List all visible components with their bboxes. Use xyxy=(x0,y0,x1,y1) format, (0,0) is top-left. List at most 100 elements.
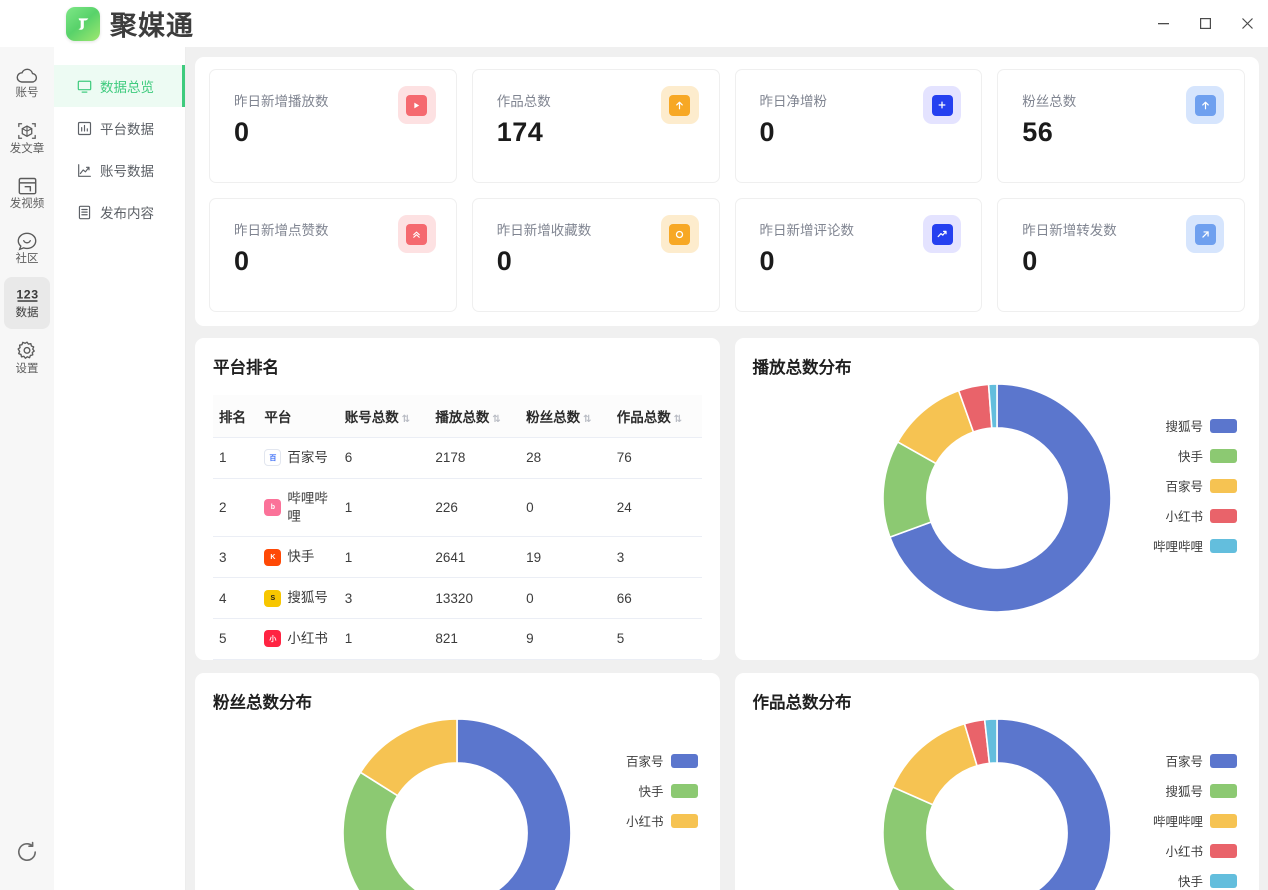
th-works[interactable]: 作品总数 ⇅ xyxy=(610,395,702,438)
chart-title: 作品总数分布 xyxy=(752,694,852,712)
rail-label: 发视频 xyxy=(9,197,45,210)
subnav-label: 发布内容 xyxy=(100,206,154,221)
cell-works: 3 xyxy=(610,536,702,579)
legend-label: 哔哩哔哩 xyxy=(1152,815,1203,829)
bar-chart-icon xyxy=(76,120,92,136)
th-rank: 排名 xyxy=(213,395,259,438)
donut-slice[interactable] xyxy=(456,718,572,890)
kpi-label: 昨日新增点赞数 xyxy=(234,223,329,238)
kpi-value: 56 xyxy=(1022,117,1054,147)
legend-item[interactable]: 快手 xyxy=(638,781,698,800)
cell-rank: 4 xyxy=(213,577,259,620)
subnav-label: 平台数据 xyxy=(100,122,154,137)
monitor-icon xyxy=(76,78,92,94)
legend-item[interactable]: 百家号 xyxy=(626,751,698,770)
cube-frame-icon xyxy=(16,121,38,141)
platform-name: 小红书 xyxy=(287,631,328,647)
th-plays[interactable]: 播放总数 ⇅ xyxy=(429,395,521,438)
legend-item[interactable]: 快手 xyxy=(1178,446,1237,465)
close-button[interactable] xyxy=(1226,5,1268,43)
app-logo-icon xyxy=(66,6,100,41)
legend-item[interactable]: 快手 xyxy=(1178,871,1237,890)
kpi-value: 0 xyxy=(1022,246,1038,276)
charts-row-1: 平台排名 排名 平台 账号总数 ⇅ 播放总数 ⇅ 粉丝总数 ⇅ 作品总数 ⇅ xyxy=(195,338,1259,660)
cell-accounts: 1 xyxy=(338,618,430,660)
subnav-label: 数据总览 xyxy=(100,80,154,95)
subnav-item-data-overview[interactable]: 数据总览 xyxy=(54,65,185,107)
rail-label: 发文章 xyxy=(9,142,45,155)
kpi-value: 0 xyxy=(759,246,776,276)
cloud-icon xyxy=(15,67,39,85)
legend-item[interactable]: 百家号 xyxy=(1165,751,1237,770)
rail-item-community[interactable]: 社区 xyxy=(4,222,50,274)
legend-item[interactable]: 百家号 xyxy=(1165,476,1237,495)
subnav-item-platform-data[interactable]: 平台数据 xyxy=(54,107,185,149)
plays-distribution-card: 播放总数分布 搜狐号 快手 百家号 小红书 哔哩哔哩 xyxy=(734,338,1259,660)
rail-item-post-article[interactable]: 发文章 xyxy=(4,112,50,164)
table-header-row: 排名 平台 账号总数 ⇅ 播放总数 ⇅ 粉丝总数 ⇅ 作品总数 ⇅ xyxy=(213,395,702,438)
platform-rank-card: 平台排名 排名 平台 账号总数 ⇅ 播放总数 ⇅ 粉丝总数 ⇅ 作品总数 ⇅ xyxy=(195,338,720,660)
donut-slice[interactable] xyxy=(983,718,998,765)
donut-slice[interactable] xyxy=(882,785,1041,890)
table-row[interactable]: 5 小小红书 1 821 9 5 xyxy=(213,618,702,660)
sort-icon: ⇅ xyxy=(401,414,411,425)
chart-title: 粉丝总数分布 xyxy=(213,694,312,712)
table-body: 1 百百家号 6 2178 28 76 2 b 哔哩哔哩 1 226 0 24 3 K 快手 1 2641 19 3 4… xyxy=(213,437,702,660)
gear-icon xyxy=(16,340,38,361)
table-row[interactable]: 3 K 快手 1 2641 19 3 xyxy=(213,536,702,579)
legend-item[interactable]: 哔哩哔哩 xyxy=(1153,536,1237,555)
rail-item-post-video[interactable]: 发视频 xyxy=(4,167,50,219)
secondary-nav: 数据总览 平台数据 xyxy=(54,47,186,890)
rail-item-settings[interactable]: 设置 xyxy=(4,332,50,384)
legend-swatch xyxy=(1210,538,1237,553)
table-row[interactable]: 2 b 哔哩哔哩 1 226 0 24 xyxy=(213,478,702,538)
platform-logo-icon: 百 xyxy=(264,449,282,467)
cell-accounts: 3 xyxy=(338,577,430,620)
rail-item-account[interactable]: 账号 xyxy=(4,57,50,109)
table-row[interactable]: 1 百百家号 6 2178 28 76 xyxy=(213,437,702,479)
platform-logo-icon: b xyxy=(264,499,282,517)
chart-legend: 百家号搜狐号哔哩哔哩小红书快手 xyxy=(1153,751,1237,890)
legend-item[interactable]: 哔哩哔哩 xyxy=(1153,811,1237,830)
sort-icon: ⇅ xyxy=(673,414,683,425)
sort-icon: ⇅ xyxy=(492,414,501,425)
rail-label: 账号 xyxy=(15,86,39,99)
kpi-label: 昨日新增评论数 xyxy=(759,223,855,238)
donut-slice[interactable] xyxy=(359,718,459,797)
legend-label: 快手 xyxy=(638,785,664,799)
donut-chart-fans: 百家号快手小红书 xyxy=(213,713,702,890)
donut-slice[interactable] xyxy=(995,718,1112,890)
donut-svg xyxy=(881,717,1113,890)
maximize-button[interactable] xyxy=(1184,5,1226,43)
legend-label: 百家号 xyxy=(625,755,664,769)
cell-platform: 小小红书 xyxy=(258,618,339,660)
chat-bubble-icon xyxy=(16,231,38,251)
donut-slice[interactable] xyxy=(987,383,998,429)
th-fans[interactable]: 粉丝总数 ⇅ xyxy=(520,395,611,438)
donut-slice[interactable] xyxy=(342,771,457,890)
legend-item[interactable]: 搜狐号 xyxy=(1165,416,1237,435)
legend-label: 搜狐号 xyxy=(1165,785,1203,799)
subnav-item-published-content[interactable]: 发布内容 xyxy=(54,191,185,233)
legend-item[interactable]: 搜狐号 xyxy=(1165,781,1237,800)
legend-item[interactable]: 小红书 xyxy=(626,811,698,830)
donut-slice[interactable] xyxy=(891,722,978,806)
donut-slice[interactable] xyxy=(888,383,1112,613)
th-accounts[interactable]: 账号总数 ⇅ xyxy=(338,395,430,438)
legend-item[interactable]: 小红书 xyxy=(1165,841,1237,860)
kpi-label: 昨日新增播放数 xyxy=(234,94,329,109)
legend-item[interactable]: 小红书 xyxy=(1165,506,1237,525)
kpi-card-yesterday-shares: 昨日新增转发数 0 xyxy=(997,198,1245,312)
cell-fans: 28 xyxy=(520,437,611,479)
subnav-label: 账号数据 xyxy=(100,164,154,179)
rail-item-data[interactable]: 123 数据 xyxy=(4,277,50,329)
subnav-item-account-data[interactable]: 账号数据 xyxy=(54,149,185,191)
legend-swatch xyxy=(1210,813,1237,828)
table-head: 排名 平台 账号总数 ⇅ 播放总数 ⇅ 粉丝总数 ⇅ 作品总数 ⇅ xyxy=(213,395,702,438)
minimize-button[interactable] xyxy=(1142,5,1184,43)
legend-swatch xyxy=(1210,448,1237,463)
cell-platform: 百百家号 xyxy=(258,437,339,479)
table-row[interactable]: 4 S 搜狐号 3 13320 0 66 xyxy=(213,577,702,620)
cell-accounts: 1 xyxy=(338,478,430,538)
cell-accounts: 6 xyxy=(338,437,430,479)
